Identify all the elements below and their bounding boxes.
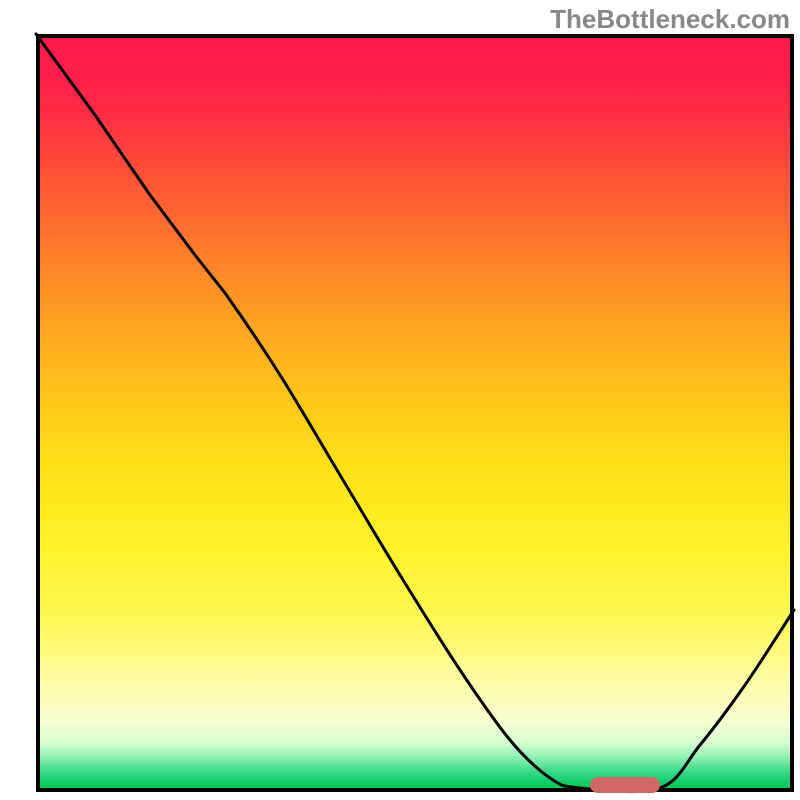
chart-plot [0, 0, 800, 800]
watermark-text: TheBottleneck.com [550, 4, 790, 35]
chart-container: TheBottleneck.com [0, 0, 800, 800]
chart-background [40, 38, 790, 788]
optimal-marker [590, 777, 660, 793]
